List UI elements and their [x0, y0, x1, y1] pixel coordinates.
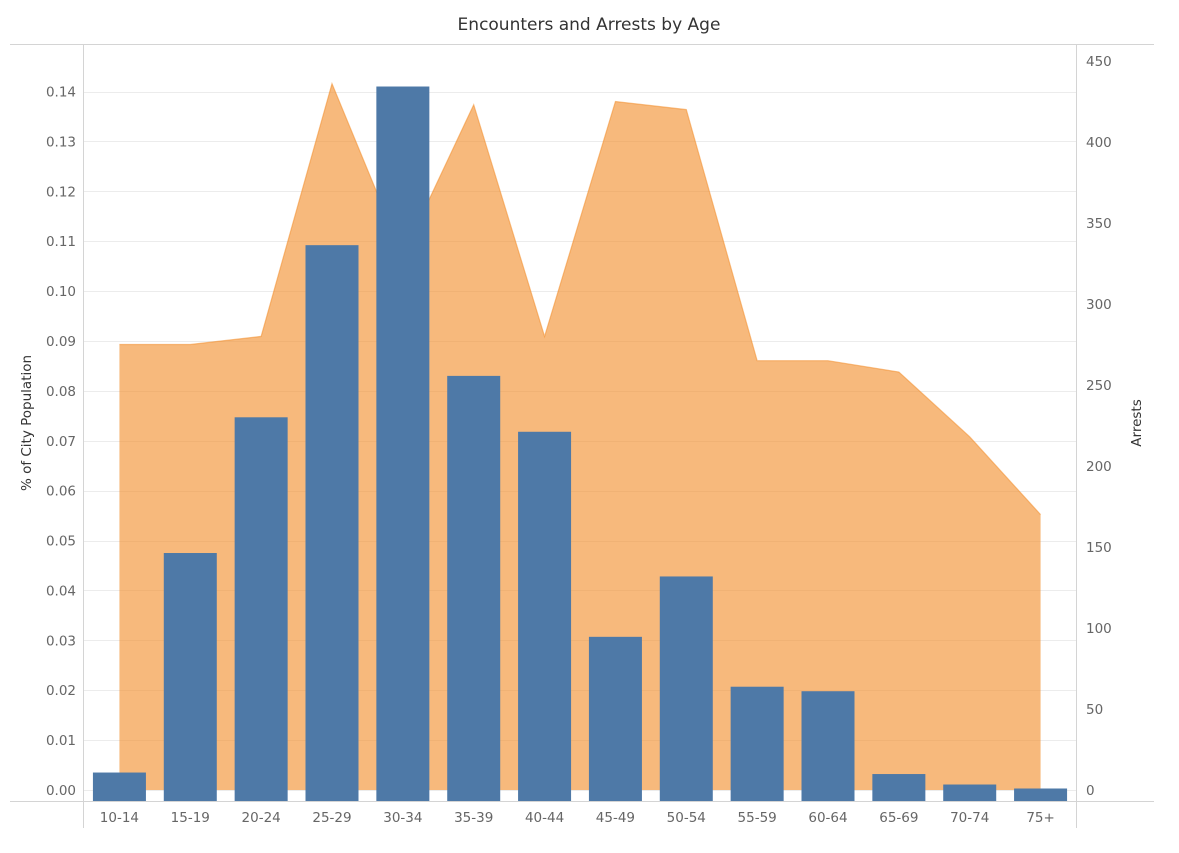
right-tick-label: 250 [1086, 378, 1112, 394]
left-tick-label: 0.13 [46, 134, 76, 150]
left-tick-label: 0.03 [46, 633, 76, 649]
x-tick-label: 75+ [1026, 810, 1055, 826]
right-tick-label: 450 [1086, 54, 1112, 70]
x-tick-label: 60-64 [808, 810, 847, 826]
left-axis-title: % of City Population [19, 355, 35, 491]
population-bar [518, 431, 572, 801]
left-tick-label: 0.10 [46, 284, 76, 300]
right-tick-label: 300 [1086, 297, 1112, 313]
population-bar [659, 576, 713, 801]
x-tick-label: 70-74 [950, 810, 989, 826]
left-axis-ticks: 0.00 0.01 0.02 0.03 0.04 0.05 0.06 0.07 0.08 0.09… [46, 85, 76, 800]
right-tick-label: 200 [1086, 459, 1112, 475]
right-tick-label: 100 [1086, 621, 1112, 637]
x-tick-label: 65-69 [879, 810, 918, 826]
left-tick-label: 0.00 [46, 783, 76, 799]
population-bar [801, 691, 855, 801]
x-tick-label: 15-19 [171, 810, 210, 826]
left-tick-label: 0.05 [46, 534, 76, 550]
x-tick-label: 30-34 [383, 810, 422, 826]
left-tick-label: 0.04 [46, 583, 76, 599]
right-tick-label: 150 [1086, 540, 1112, 556]
x-tick-label: 55-59 [738, 810, 777, 826]
population-bar [92, 772, 146, 801]
right-tick-label: 0 [1086, 783, 1095, 799]
x-tick-label: 25-29 [312, 810, 351, 826]
left-tick-label: 0.07 [46, 434, 76, 450]
population-bar [376, 86, 430, 801]
arrests-area-edge [119, 81, 1042, 516]
left-tick-label: 0.08 [46, 384, 76, 400]
population-bar [163, 553, 217, 801]
right-tick-label: 50 [1086, 702, 1103, 718]
left-tick-label: 0.01 [46, 733, 76, 749]
population-bar-layer [92, 86, 1068, 802]
population-bar [872, 774, 926, 801]
x-tick-label: 35-39 [454, 810, 493, 826]
right-tick-label: 400 [1086, 135, 1112, 151]
axes [10, 44, 1154, 828]
x-tick-label: 10-14 [100, 810, 139, 826]
right-tick-label: 350 [1086, 216, 1112, 232]
x-tick-label: 40-44 [525, 810, 564, 826]
left-tick-label: 0.14 [46, 85, 76, 101]
population-bar [1014, 788, 1068, 801]
population-bar [943, 784, 997, 801]
population-bar [588, 636, 642, 801]
chart-title: Encounters and Arrests by Age [458, 15, 721, 35]
population-bar [447, 375, 501, 801]
right-axis-title: Arrests [1129, 399, 1145, 446]
left-tick-label: 0.11 [46, 234, 76, 250]
left-tick-label: 0.12 [46, 184, 76, 200]
left-tick-label: 0.06 [46, 484, 76, 500]
x-tick-label: 20-24 [242, 810, 281, 826]
x-tick-label: 45-49 [596, 810, 635, 826]
left-tick-label: 0.02 [46, 683, 76, 699]
left-tick-label: 0.09 [46, 334, 76, 350]
population-bar [730, 686, 784, 801]
population-bar [234, 417, 288, 801]
right-axis-ticks: 0 50 100 150 200 250 300 350 400 450 [1086, 54, 1112, 799]
x-axis-ticks: 10-14 15-19 20-24 25-29 30-34 35-39 40-44 45-49… [100, 810, 1055, 826]
population-bar [305, 245, 359, 802]
x-tick-label: 50-54 [667, 810, 706, 826]
